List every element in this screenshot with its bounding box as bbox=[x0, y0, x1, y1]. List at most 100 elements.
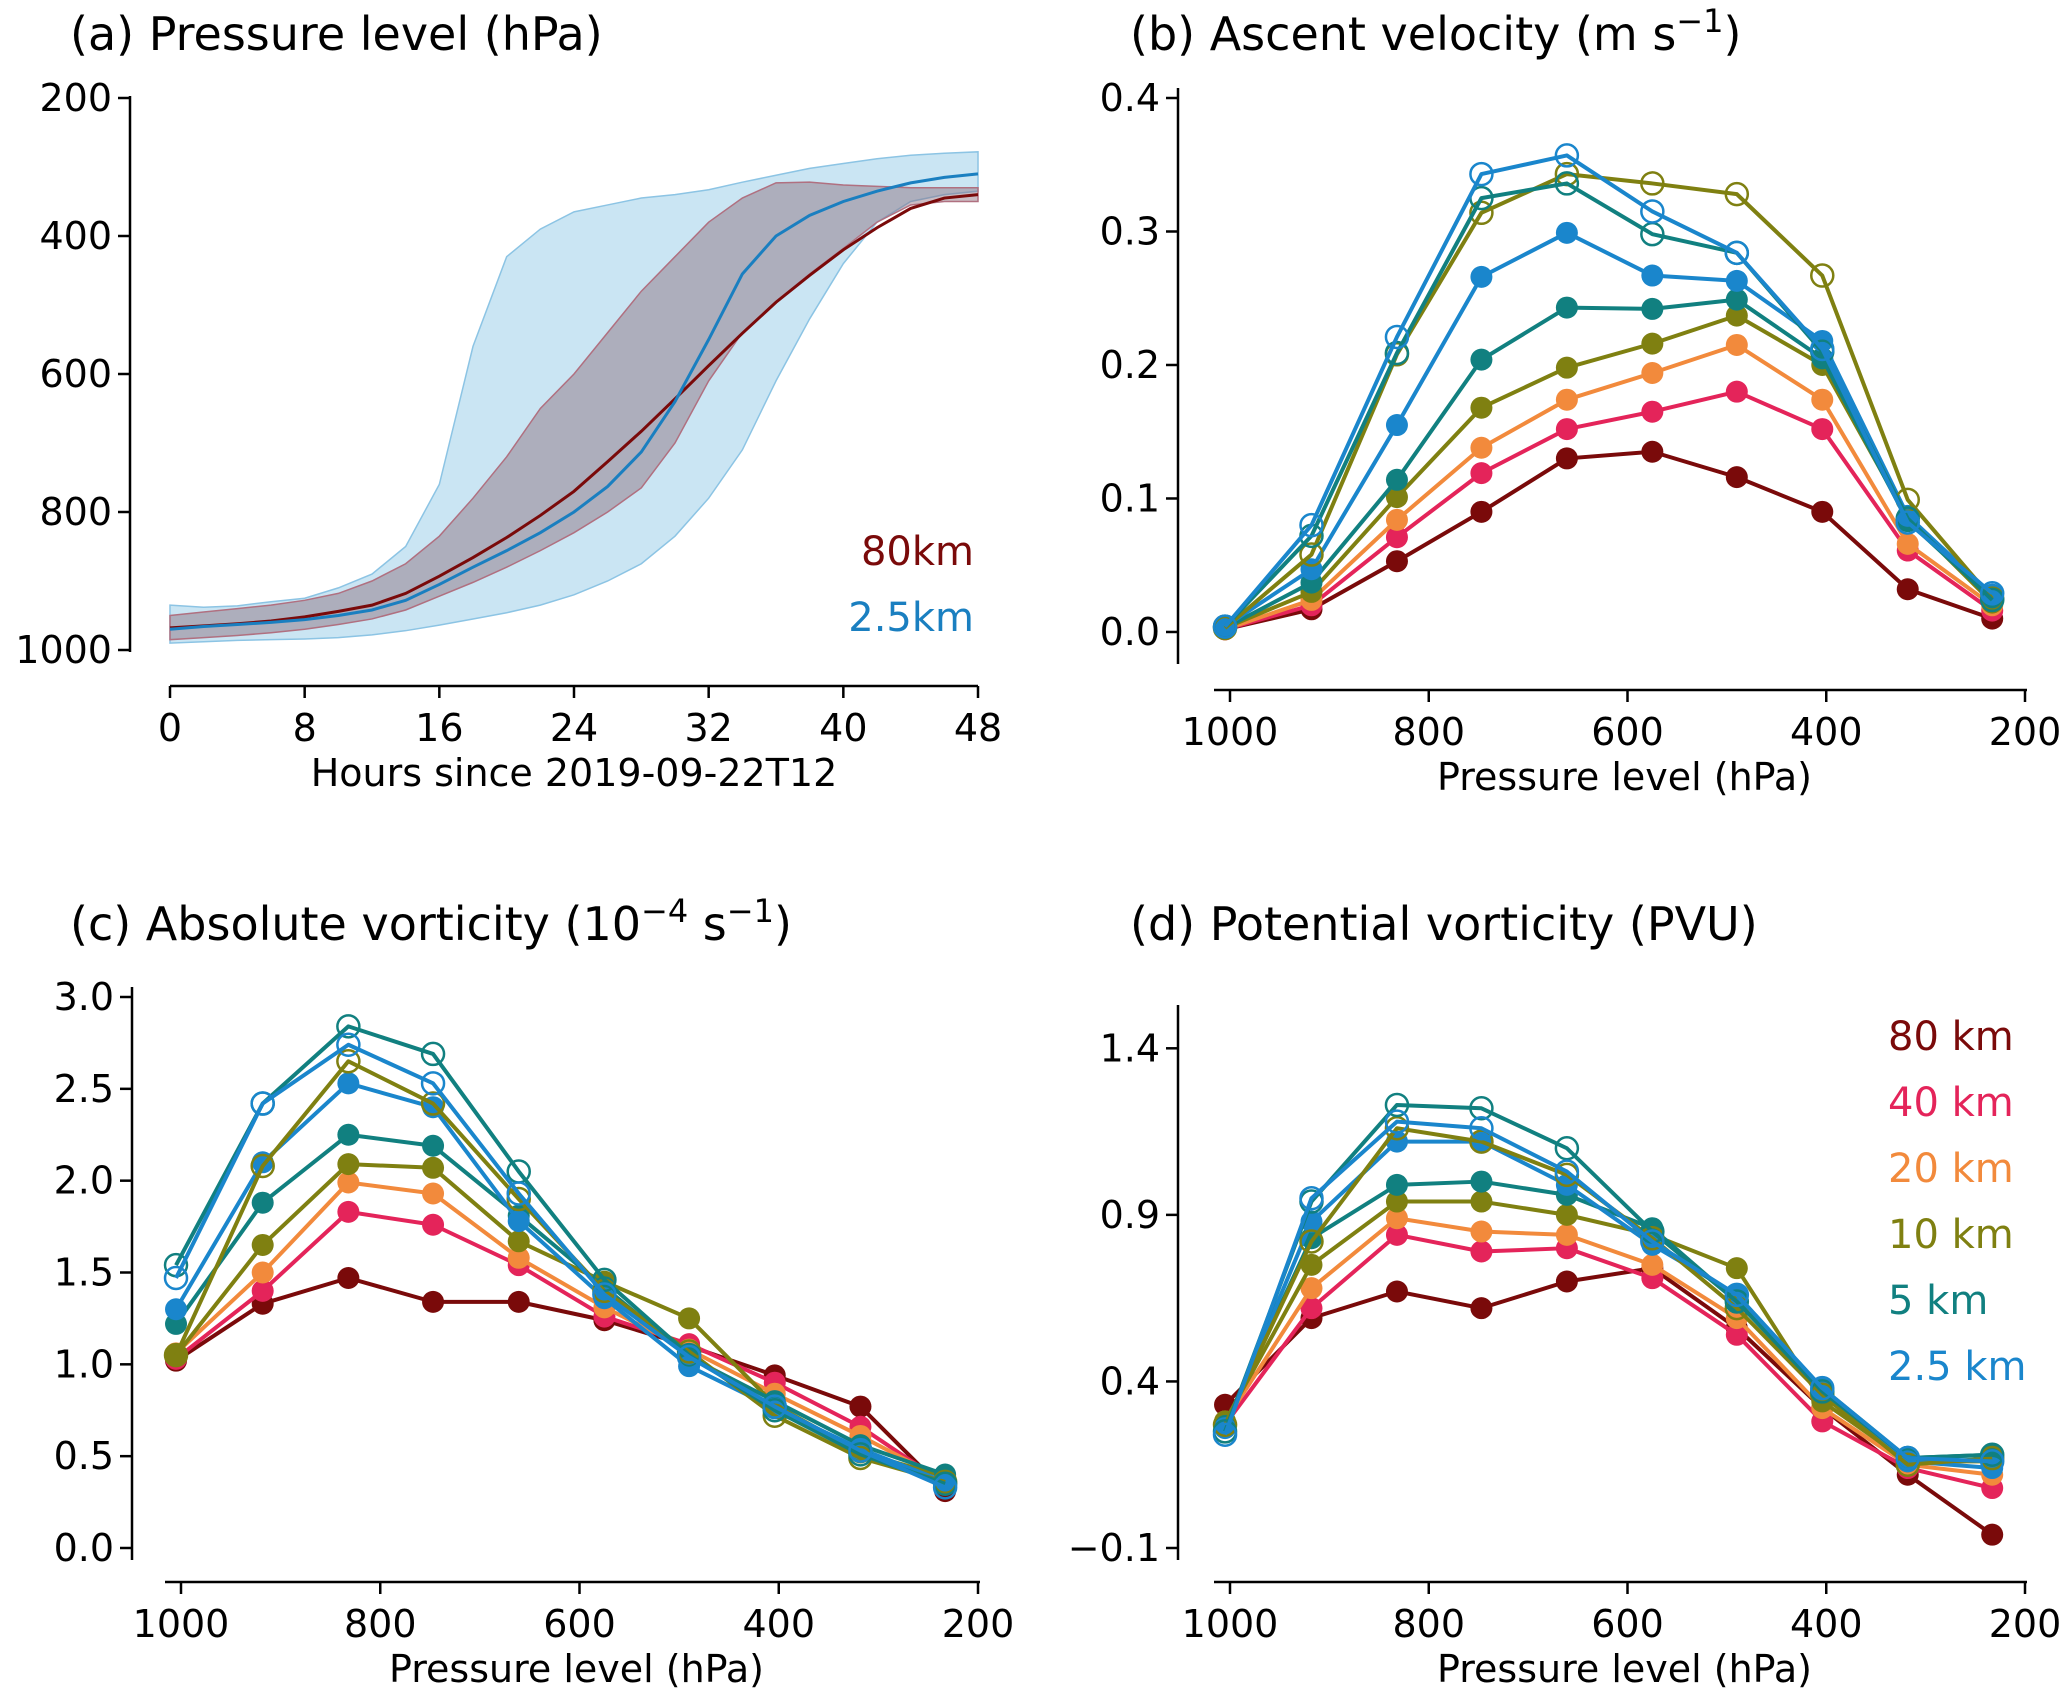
data-point-open bbox=[1979, 1442, 2005, 1467]
data-point bbox=[1385, 414, 1408, 437]
data-point bbox=[1470, 348, 1493, 371]
series-80km-filled bbox=[165, 1267, 957, 1503]
data-point bbox=[1555, 1223, 1578, 1246]
data-point bbox=[422, 1213, 445, 1236]
data-point-open bbox=[1554, 1159, 1580, 1184]
x-tick-label: 0 bbox=[158, 706, 182, 750]
series-20km-filled bbox=[1214, 1207, 2004, 1486]
panel-d: (d) Potential vorticity (PVU) −0.1 0.4 0.9 1… bbox=[1068, 897, 2062, 1691]
data-point-open bbox=[1469, 161, 1494, 187]
data-point bbox=[1470, 1220, 1493, 1243]
data-point bbox=[1385, 550, 1408, 573]
x-tick-label: 800 bbox=[1392, 710, 1465, 754]
data-point-open bbox=[1299, 1229, 1324, 1254]
data-point bbox=[1385, 1223, 1408, 1246]
panel-title: (b) Ascent velocity (m s−1) bbox=[1130, 2, 1741, 61]
data-point bbox=[251, 1279, 274, 1302]
series-5km-open bbox=[1212, 1092, 2005, 1471]
data-point bbox=[1811, 388, 1834, 411]
data-point-open bbox=[1640, 199, 1665, 224]
x-tick-label: 32 bbox=[684, 706, 732, 750]
series-line bbox=[1223, 1119, 1993, 1464]
data-point-open bbox=[1212, 1422, 1238, 1447]
data-point bbox=[1385, 1207, 1408, 1230]
data-point bbox=[1470, 1297, 1493, 1320]
data-point bbox=[1725, 466, 1748, 489]
data-point bbox=[337, 1153, 360, 1176]
series-line bbox=[174, 1209, 947, 1486]
data-point bbox=[507, 1246, 530, 1269]
data-point bbox=[1555, 356, 1578, 379]
x-tick-label: 600 bbox=[1591, 1602, 1664, 1646]
data-point-open bbox=[1384, 1116, 1410, 1141]
series-line bbox=[174, 1132, 946, 1477]
data-point-open bbox=[762, 1394, 788, 1419]
panel-c: (c) Absolute vorticity (10−4 s−1) 0.0 0.5 1… bbox=[54, 892, 1015, 1691]
data-point-open bbox=[163, 1342, 189, 1368]
x-tick-label: 1000 bbox=[1182, 710, 1279, 754]
legend-entry: 2.5km bbox=[848, 595, 974, 641]
data-point-open bbox=[1469, 1116, 1494, 1141]
data-point bbox=[422, 1156, 445, 1179]
y-tick-label: 600 bbox=[39, 352, 112, 396]
data-point bbox=[337, 1171, 360, 1194]
series-line bbox=[1223, 1216, 1993, 1477]
x-axis-label: Pressure level (hPa) bbox=[1437, 755, 1812, 799]
series-2_5km-filled bbox=[1214, 221, 2004, 638]
x-tick-label: 400 bbox=[1790, 1602, 1863, 1646]
data-point bbox=[1385, 486, 1408, 509]
data-point-open bbox=[1469, 1129, 1494, 1154]
title-superscript: −1 bbox=[727, 892, 774, 930]
data-point-open bbox=[1469, 1096, 1494, 1121]
data-point-open bbox=[250, 1091, 275, 1116]
legend-entry: 2.5 km bbox=[1888, 1344, 2026, 1390]
panel-b: (b) Ascent velocity (m s−1) 0.0 0.1 0.2 0.3 0… bbox=[1100, 2, 2062, 799]
series-line bbox=[1224, 389, 1994, 632]
data-point bbox=[1641, 1253, 1664, 1276]
x-tick-label: 200 bbox=[942, 1602, 1015, 1646]
series-line bbox=[1223, 153, 1994, 628]
data-point bbox=[1896, 578, 1919, 601]
y-tick-label: 0.9 bbox=[1100, 1193, 1160, 1237]
x-tick-label: 16 bbox=[415, 706, 463, 750]
data-point bbox=[1641, 264, 1664, 287]
y-tick-label: 200 bbox=[39, 76, 112, 120]
panel-title: (a) Pressure level (hPa) bbox=[70, 7, 603, 61]
data-point-open bbox=[1724, 1282, 1750, 1308]
series-2_5km-open bbox=[1212, 1109, 2005, 1474]
data-point bbox=[1470, 1190, 1493, 1213]
data-point bbox=[507, 1210, 530, 1233]
data-point bbox=[1555, 1203, 1578, 1226]
x-tick-label: 1000 bbox=[133, 1602, 230, 1646]
data-point bbox=[1470, 1240, 1493, 1263]
x-tick-label: 24 bbox=[550, 706, 598, 750]
data-point bbox=[1725, 269, 1748, 292]
series-10km-open bbox=[1212, 1116, 2005, 1477]
data-point bbox=[1385, 1173, 1408, 1196]
data-point-open bbox=[1640, 1229, 1665, 1254]
mean-line-2_5km bbox=[169, 172, 979, 631]
y-tick-label: 0.5 bbox=[54, 1434, 114, 1478]
data-point-open bbox=[1810, 1375, 1835, 1401]
data-point bbox=[1811, 418, 1834, 441]
data-point bbox=[678, 1307, 701, 1330]
y-tick-label: 0.4 bbox=[1100, 76, 1160, 120]
data-point bbox=[1555, 221, 1578, 244]
data-point bbox=[1470, 1170, 1493, 1193]
y-tick-label: −0.1 bbox=[1068, 1526, 1160, 1570]
data-point bbox=[1641, 440, 1664, 463]
data-point-open bbox=[336, 1014, 361, 1039]
data-point bbox=[1641, 361, 1664, 384]
data-point-open bbox=[1979, 1449, 2005, 1474]
series-line bbox=[1224, 342, 1994, 632]
y-tick-label: 400 bbox=[39, 214, 112, 258]
data-point bbox=[1725, 288, 1748, 311]
data-point bbox=[337, 1200, 360, 1223]
data-point-open bbox=[1979, 581, 2005, 606]
data-point bbox=[1470, 462, 1493, 485]
data-point-open bbox=[336, 1032, 361, 1058]
data-point bbox=[1641, 332, 1664, 355]
x-axis-label: Pressure level (hPa) bbox=[1437, 1647, 1812, 1691]
y-tick-label: 1000 bbox=[15, 628, 112, 672]
